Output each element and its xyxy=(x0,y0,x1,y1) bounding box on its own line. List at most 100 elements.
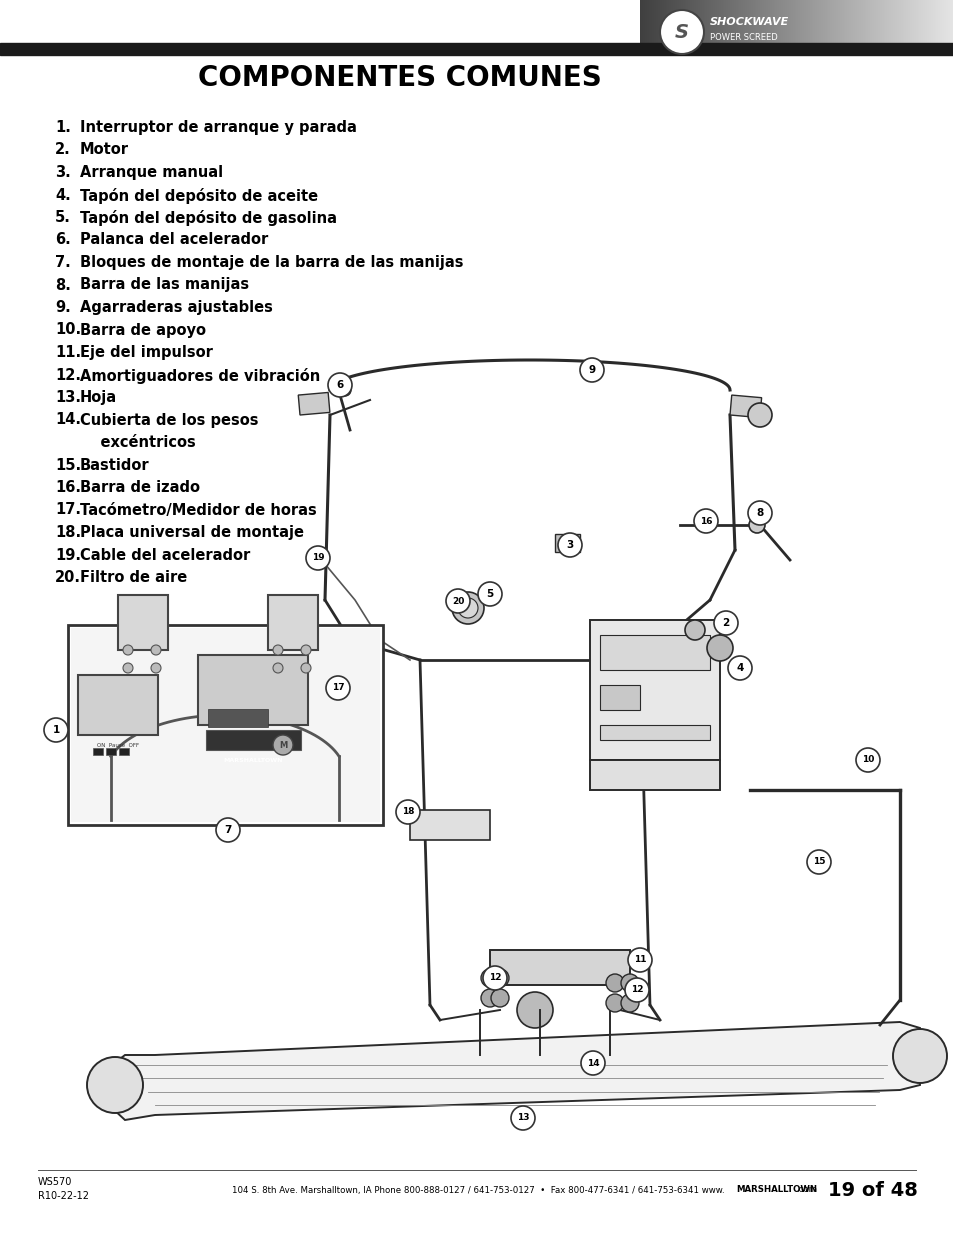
Text: 8.: 8. xyxy=(55,278,71,293)
Bar xyxy=(410,810,490,840)
Text: S: S xyxy=(675,22,688,42)
Text: 5.: 5. xyxy=(55,210,71,225)
Circle shape xyxy=(215,818,240,842)
Text: 7: 7 xyxy=(224,825,232,835)
Text: Tapón del depósito de aceite: Tapón del depósito de aceite xyxy=(80,188,317,204)
Text: 9.: 9. xyxy=(55,300,71,315)
Bar xyxy=(92,748,103,755)
Circle shape xyxy=(326,676,350,700)
Circle shape xyxy=(684,620,704,640)
Circle shape xyxy=(624,978,648,1002)
Text: 14.: 14. xyxy=(55,412,81,427)
Text: MARSHALLTOWN: MARSHALLTOWN xyxy=(223,757,282,762)
Text: Tapón del depósito de gasolina: Tapón del depósito de gasolina xyxy=(80,210,336,226)
Text: 11.: 11. xyxy=(55,345,81,359)
Circle shape xyxy=(579,358,603,382)
Text: 6: 6 xyxy=(336,380,343,390)
Bar xyxy=(490,950,629,986)
Text: MARSHALLTOWN: MARSHALLTOWN xyxy=(735,1186,816,1194)
Text: 18.: 18. xyxy=(55,525,81,540)
Circle shape xyxy=(44,718,68,742)
Polygon shape xyxy=(112,1023,919,1120)
Circle shape xyxy=(747,403,771,427)
Text: Tacómetro/Medidor de horas: Tacómetro/Medidor de horas xyxy=(80,503,316,517)
Bar xyxy=(599,635,709,671)
Circle shape xyxy=(446,589,470,613)
Bar xyxy=(555,534,579,552)
Bar xyxy=(729,395,760,417)
Text: Cable del acelerador: Cable del acelerador xyxy=(80,547,250,562)
Bar xyxy=(118,595,168,650)
Circle shape xyxy=(123,645,132,655)
Text: 1: 1 xyxy=(52,725,59,735)
Text: 20.: 20. xyxy=(55,571,81,585)
Text: WS570: WS570 xyxy=(38,1177,72,1187)
Circle shape xyxy=(301,663,311,673)
Bar xyxy=(68,625,382,825)
Text: .com: .com xyxy=(795,1186,816,1194)
Circle shape xyxy=(87,1057,143,1113)
Text: Bastidor: Bastidor xyxy=(80,457,150,473)
Text: 5: 5 xyxy=(486,589,493,599)
Circle shape xyxy=(748,517,764,534)
Text: 19: 19 xyxy=(312,553,324,562)
Bar xyxy=(78,676,158,735)
Circle shape xyxy=(706,635,732,661)
Circle shape xyxy=(452,592,483,624)
Text: 2: 2 xyxy=(721,618,729,629)
Text: 18: 18 xyxy=(401,808,414,816)
Text: Filtro de aire: Filtro de aire xyxy=(80,571,187,585)
Bar xyxy=(589,620,720,760)
Text: 19.: 19. xyxy=(55,547,81,562)
Text: Amortiguadores de vibración: Amortiguadores de vibración xyxy=(80,368,320,384)
Bar xyxy=(298,393,330,415)
Text: Interruptor de arranque y parada: Interruptor de arranque y parada xyxy=(80,120,356,135)
Text: 2.: 2. xyxy=(55,142,71,158)
Circle shape xyxy=(693,509,718,534)
Text: 16.: 16. xyxy=(55,480,81,495)
Circle shape xyxy=(482,966,506,990)
Circle shape xyxy=(727,656,751,680)
Text: Eje del impulsor: Eje del impulsor xyxy=(80,345,213,359)
Bar xyxy=(198,655,308,725)
Text: Agarraderas ajustables: Agarraderas ajustables xyxy=(80,300,273,315)
Circle shape xyxy=(273,663,283,673)
Text: 10: 10 xyxy=(861,756,873,764)
Circle shape xyxy=(605,974,623,992)
Text: 10.: 10. xyxy=(55,322,81,337)
Circle shape xyxy=(301,645,311,655)
Circle shape xyxy=(620,994,639,1011)
Text: Barra de las manijas: Barra de las manijas xyxy=(80,278,249,293)
Bar xyxy=(206,730,301,750)
Text: Barra de izado: Barra de izado xyxy=(80,480,200,495)
Text: 16: 16 xyxy=(699,516,712,526)
Text: 12: 12 xyxy=(630,986,642,994)
Circle shape xyxy=(306,546,330,571)
Text: 17.: 17. xyxy=(55,503,81,517)
Text: 6.: 6. xyxy=(55,232,71,247)
Text: 11: 11 xyxy=(633,956,645,965)
Circle shape xyxy=(123,663,132,673)
Circle shape xyxy=(892,1029,946,1083)
Bar xyxy=(0,43,953,56)
Text: 13: 13 xyxy=(517,1114,529,1123)
Text: 12: 12 xyxy=(488,973,500,983)
Text: Arranque manual: Arranque manual xyxy=(80,165,223,180)
Text: ON  Pause  OFF: ON Pause OFF xyxy=(97,743,139,748)
Circle shape xyxy=(273,645,283,655)
Circle shape xyxy=(491,969,509,987)
Circle shape xyxy=(659,10,703,54)
Text: 15.: 15. xyxy=(55,457,81,473)
Text: Hoja: Hoja xyxy=(80,390,117,405)
Circle shape xyxy=(491,989,509,1007)
Text: 17: 17 xyxy=(332,683,344,693)
Circle shape xyxy=(480,989,498,1007)
Circle shape xyxy=(806,850,830,874)
Text: 4.: 4. xyxy=(55,188,71,203)
Text: Motor: Motor xyxy=(80,142,129,158)
Bar xyxy=(208,709,268,727)
Bar xyxy=(599,725,709,740)
Circle shape xyxy=(855,748,879,772)
Text: SHOCKWAVE: SHOCKWAVE xyxy=(709,17,788,27)
Text: 12.: 12. xyxy=(55,368,81,383)
